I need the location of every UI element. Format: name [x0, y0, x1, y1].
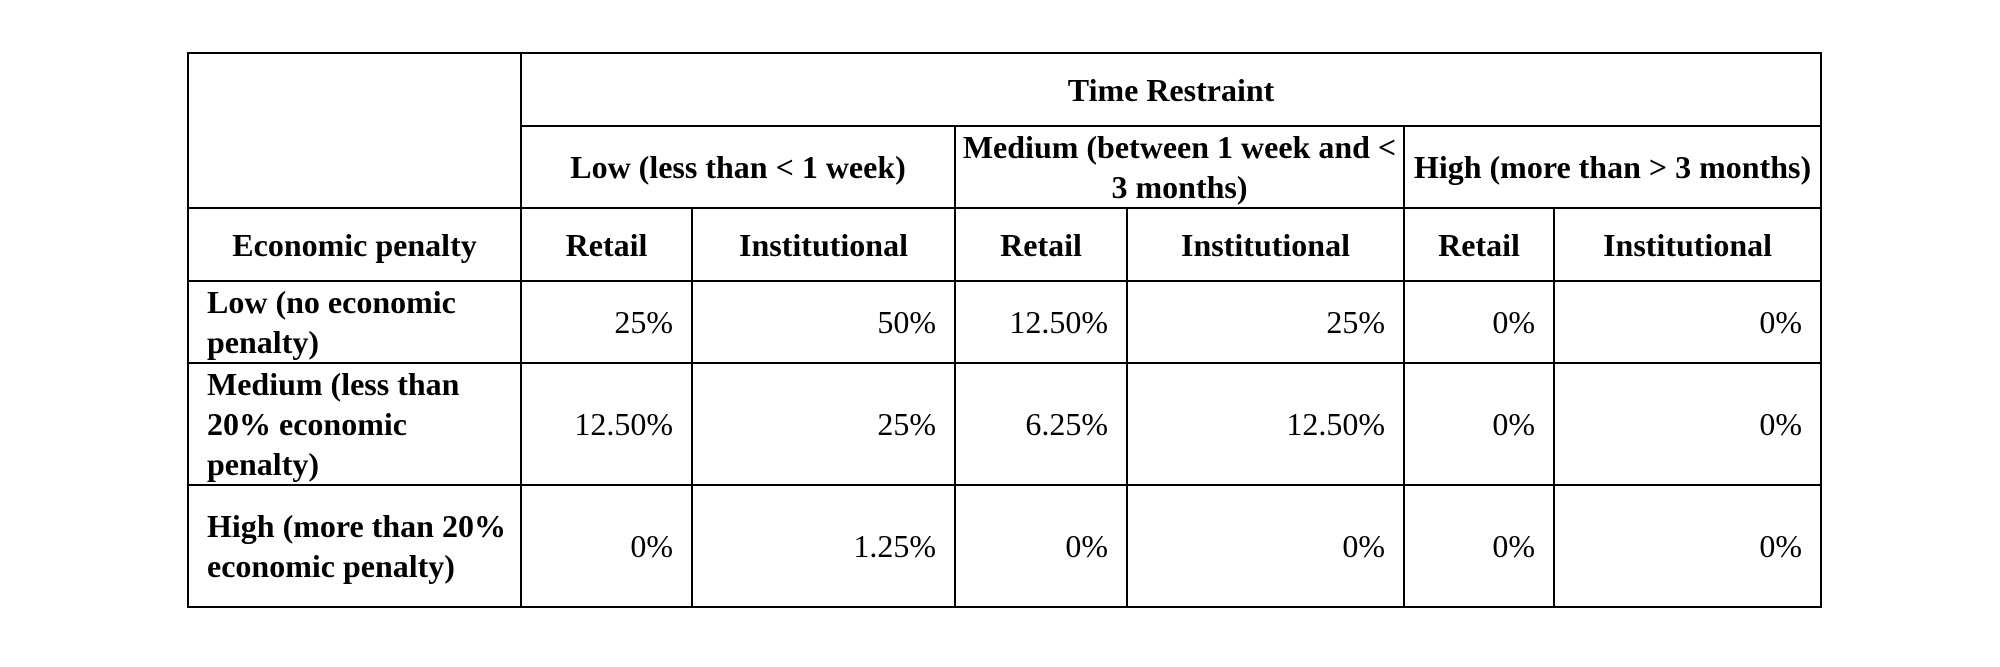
table-cell: 0%: [1403, 280, 1555, 364]
investor-type-header: Retail: [1403, 207, 1555, 282]
table-cell: 1.25%: [691, 484, 956, 608]
table-cell: 0%: [1126, 484, 1405, 608]
investor-type-header: Retail: [520, 207, 693, 282]
table-cell: 0%: [1552, 280, 1823, 364]
corner-cell: [187, 52, 522, 209]
table-cell: 0%: [1403, 484, 1555, 608]
time-restraint-header: Time Restraint: [519, 52, 1823, 127]
table-cell: 0%: [1403, 362, 1555, 486]
table-row: High (more than 20% economic penalty) 0%…: [187, 484, 1823, 608]
table-cell: 0%: [520, 484, 693, 608]
table-cell: 0%: [954, 484, 1128, 608]
time-level-low-header: Low (less than < 1 week): [520, 125, 956, 209]
row-label: Medium (less than 20% economic penalty): [187, 362, 522, 486]
table-cell: 50%: [691, 280, 956, 364]
time-level-high-header: High (more than > 3 months): [1402, 125, 1823, 209]
table-cell: 6.25%: [954, 362, 1128, 486]
row-label: High (more than 20% economic penalty): [187, 484, 522, 608]
investor-type-header: Institutional: [1126, 207, 1405, 282]
table-cell: 0%: [1552, 362, 1823, 486]
table-row: Low (no economic penalty) 25% 50% 12.50%…: [187, 280, 1823, 364]
table-cell: 0%: [1552, 484, 1823, 608]
penalty-time-table: Time Restraint Low (less than < 1 week) …: [187, 52, 1823, 608]
table-cell: 12.50%: [954, 280, 1128, 364]
table-cell: 12.50%: [1126, 362, 1405, 486]
header-row-time-levels: Low (less than < 1 week) Medium (between…: [188, 125, 1823, 209]
table-cell: 25%: [520, 280, 693, 364]
table-cell: 25%: [1126, 280, 1405, 364]
header-row-time-restraint: Time Restraint: [187, 52, 1823, 209]
economic-penalty-header: Economic penalty: [187, 207, 522, 282]
table-cell: 12.50%: [520, 362, 693, 486]
header-row-investor-types: Economic penalty Retail Institutional Re…: [187, 207, 1823, 282]
investor-type-header: Institutional: [1552, 207, 1823, 282]
investor-type-header: Retail: [954, 207, 1128, 282]
row-label: Low (no economic penalty): [187, 280, 522, 364]
table-cell: 25%: [691, 362, 956, 486]
time-level-medium-header: Medium (between 1 week and < 3 months): [954, 125, 1405, 209]
table-row: Medium (less than 20% economic penalty) …: [187, 362, 1823, 486]
investor-type-header: Institutional: [691, 207, 956, 282]
